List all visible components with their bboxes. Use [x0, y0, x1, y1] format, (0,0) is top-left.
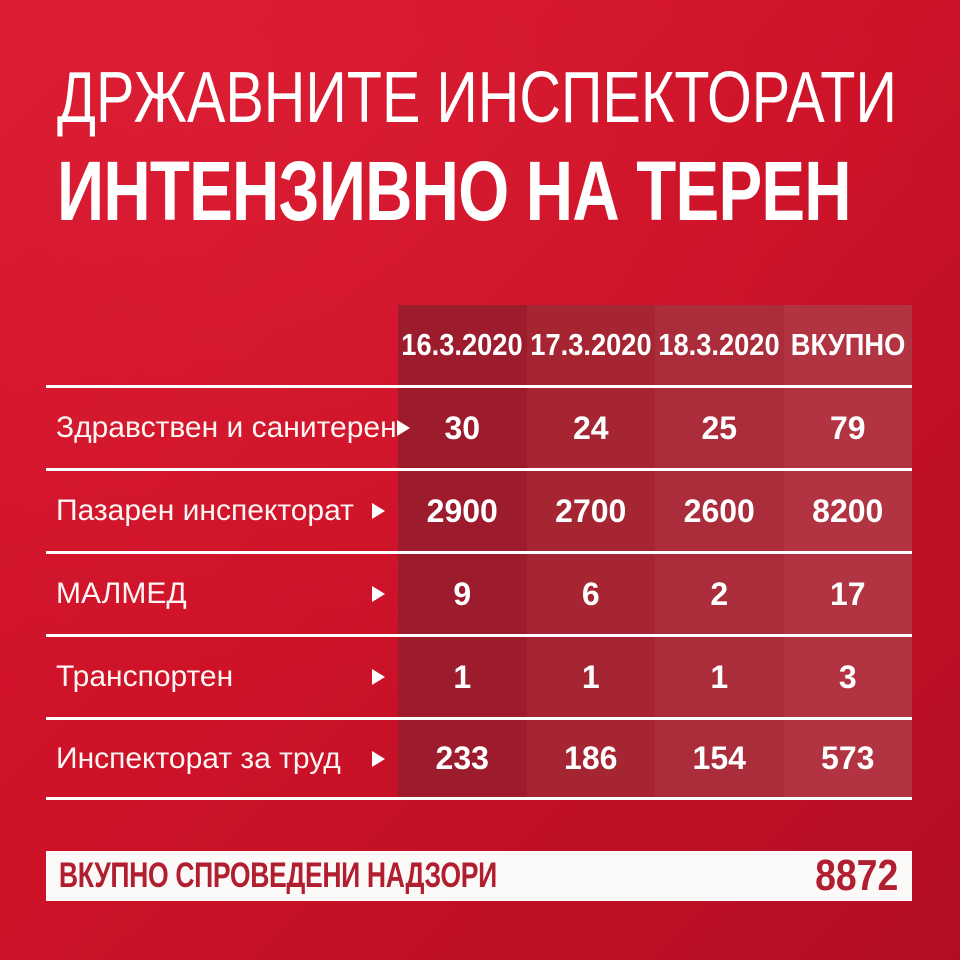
- cell-total: 3: [838, 658, 857, 695]
- row-label: Инспекторат за труд: [56, 741, 341, 775]
- header-spacer: [46, 305, 398, 385]
- row-label-cell: Транспортен: [46, 637, 398, 717]
- column-header-date-2: 17.3.2020: [527, 305, 656, 385]
- row-label-cell: МАЛМЕД: [46, 554, 398, 634]
- table-header-row: 16.3.2020 17.3.2020 18.3.2020 ВКУПНО: [46, 305, 912, 385]
- table-row: Пазарен инспекторат 2900 2700 2600 8200: [46, 468, 912, 551]
- cell-value: 2: [710, 575, 729, 612]
- column-header-date-1: 16.3.2020: [398, 305, 527, 385]
- row-label: Транспортен: [56, 660, 234, 693]
- cell-value: 9: [453, 575, 472, 612]
- table-row: Здравствен и санитерен 30 24 25 79: [46, 385, 912, 468]
- column-header-date-3: 18.3.2020: [655, 305, 784, 385]
- title-line-2: ИНТЕНЗИВНО НА ТЕРЕН: [57, 144, 852, 238]
- cell-value: 186: [564, 740, 618, 776]
- row-label-cell: Здравствен и санитерен: [46, 388, 410, 468]
- cell-value: 233: [435, 740, 489, 776]
- cell-value: 1: [581, 658, 600, 695]
- column-header-label: 18.3.2020: [658, 327, 780, 362]
- inspections-table: 16.3.2020 17.3.2020 18.3.2020 ВКУПНО Здр…: [46, 305, 912, 800]
- page-title: ДРЖАВНИТЕ ИНСПЕКТОРАТИ ИНТЕНЗИВНО НА ТЕР…: [57, 62, 960, 233]
- row-label-cell: Пазарен инспекторат: [46, 471, 398, 551]
- cell-value: 6: [581, 575, 600, 612]
- cell-value: 2600: [683, 492, 755, 529]
- column-header-label: ВКУПНО: [790, 327, 906, 362]
- row-label: МАЛМЕД: [56, 577, 187, 610]
- arrow-right-icon: [372, 669, 385, 685]
- row-label-cell: Инспекторат за труд: [46, 720, 398, 797]
- column-header-label: 17.3.2020: [530, 327, 652, 362]
- cell-value: 1: [710, 658, 729, 695]
- table-row: Транспортен 1 1 1 3: [46, 634, 912, 717]
- table-row: Инспекторат за труд 233 186 154 573: [46, 717, 912, 797]
- column-header-total: ВКУПНО: [784, 305, 913, 385]
- cell-total: 573: [821, 740, 875, 776]
- arrow-right-icon: [372, 503, 385, 519]
- cell-total: 8200: [812, 492, 884, 529]
- cell-value: 30: [444, 409, 481, 446]
- arrow-right-icon: [372, 750, 385, 767]
- cell-total: 17: [829, 575, 866, 612]
- arrow-right-icon: [396, 420, 410, 436]
- cell-total: 79: [829, 409, 866, 446]
- row-label: Пазарен инспекторат: [56, 494, 354, 527]
- cell-value: 2700: [555, 492, 627, 529]
- title-line-1: ДРЖАВНИТЕ ИНСПЕКТОРАТИ: [57, 58, 897, 138]
- summary-label: ВКУПНО СПРОВЕДЕНИ НАДЗОРИ: [58, 856, 497, 895]
- cell-value: 154: [692, 740, 746, 776]
- table-row: МАЛМЕД 9 6 2 17: [46, 551, 912, 634]
- cell-value: 24: [572, 409, 609, 446]
- arrow-right-icon: [372, 586, 385, 602]
- cell-value: 2900: [426, 492, 498, 529]
- column-header-label: 16.3.2020: [401, 327, 523, 362]
- cell-value: 1: [453, 658, 472, 695]
- summary-total-value: 8872: [815, 851, 899, 900]
- summary-bar: ВКУПНО СПРОВЕДЕНИ НАДЗОРИ 8872: [46, 851, 912, 901]
- row-label: Здравствен и санитерен: [56, 411, 397, 444]
- cell-value: 25: [701, 409, 738, 446]
